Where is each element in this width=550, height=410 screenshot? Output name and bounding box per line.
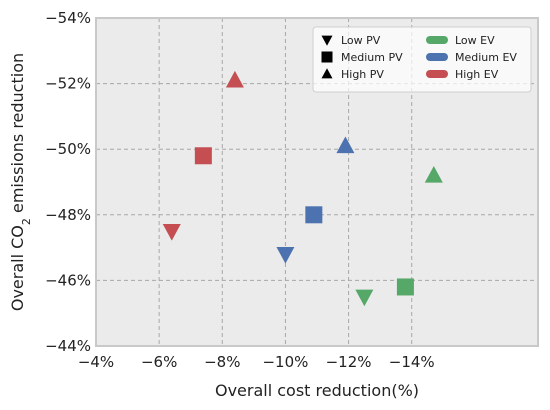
data-point-medium-pv-low-ev [396, 278, 414, 296]
data-point-low-pv-high-ev [162, 224, 181, 241]
legend-marker-square [321, 51, 333, 63]
y-tick-label: −54% [45, 9, 91, 27]
y-tick-label: −48% [45, 206, 91, 224]
data-point-medium-pv-medium-ev [305, 206, 323, 224]
legend-label: Medium EV [455, 51, 517, 64]
x-tick-labels: −4% −6% −8% −10% −12% −14% [78, 353, 435, 371]
legend-label: High PV [341, 68, 384, 81]
data-point-high-pv-high-ev [225, 70, 244, 88]
x-tick-label: −10% [262, 353, 308, 371]
legend-label: High EV [455, 68, 499, 81]
data-point-low-pv-medium-ev [276, 246, 295, 264]
legend-label: Low EV [455, 34, 495, 47]
x-tick-label: −12% [326, 353, 372, 371]
legend-marker-triangle-up [321, 68, 333, 79]
legend-label: Medium PV [341, 51, 403, 64]
y-tick-label: −44% [45, 337, 91, 355]
x-tick-label: −8% [204, 353, 240, 371]
data-point-medium-pv-high-ev [194, 147, 212, 165]
legend-label: Low PV [341, 34, 381, 47]
data-point-low-pv-low-ev [355, 289, 374, 307]
y-tick-label: −52% [45, 75, 91, 93]
legend-box [312, 26, 532, 93]
x-axis-label: Overall cost reduction(%) [215, 381, 419, 400]
y-tick-labels: −44% −46% −48% −50% −52% −54% [45, 9, 91, 355]
x-tick-label: −14% [389, 353, 435, 371]
x-tick-label: −4% [78, 353, 114, 371]
y-tick-label: −50% [45, 140, 91, 158]
data-points [162, 70, 443, 307]
data-point-high-pv-medium-ev [336, 136, 355, 154]
x-tick-label: −6% [141, 353, 177, 371]
legend: Low PV Medium PV High PV Low EV Medium EV Hig… [312, 26, 532, 93]
y-tick-label: −46% [45, 271, 91, 289]
legend-marker-triangle-down [321, 35, 333, 46]
legend-swatch [426, 70, 448, 78]
y-axis-label: Overall CO2 emissions reduction [8, 53, 33, 311]
legend-swatch [426, 36, 448, 44]
legend-swatch [426, 53, 448, 61]
data-point-high-pv-low-ev [424, 165, 443, 183]
plot-frame [95, 17, 539, 347]
